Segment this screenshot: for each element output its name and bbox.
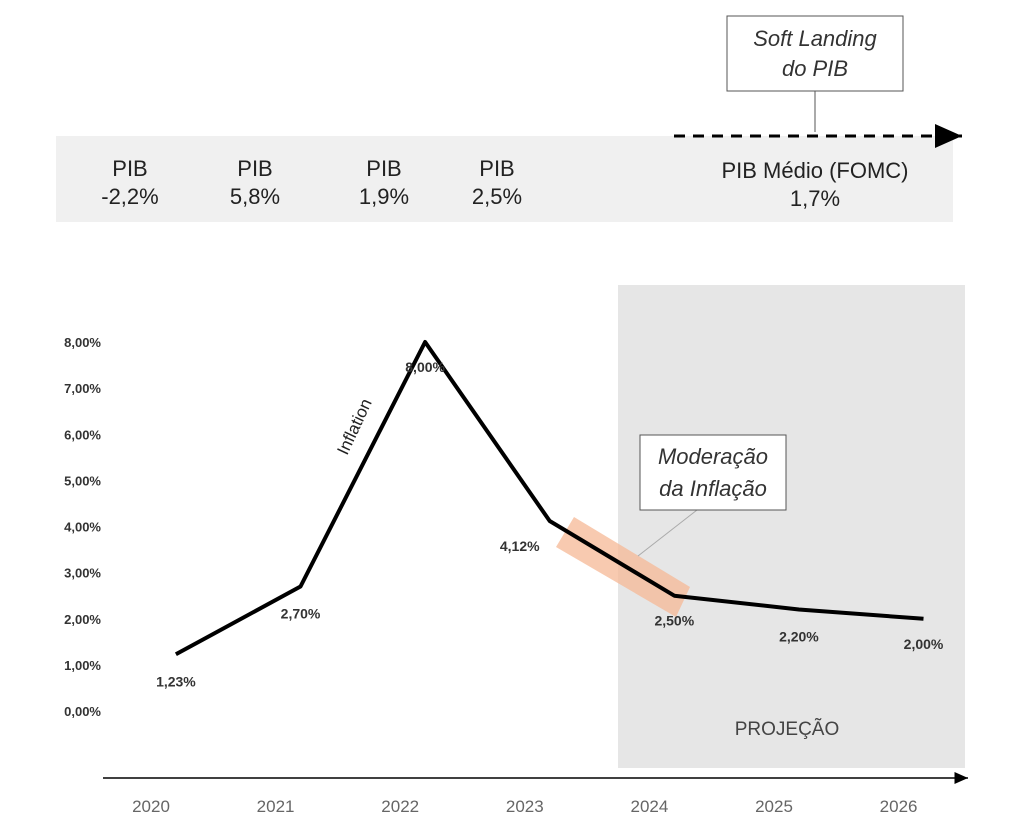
y-tick-label: 4,00% <box>64 520 101 535</box>
x-tick-label: 2025 <box>755 797 793 816</box>
soft-landing-line-1: Soft Landing <box>753 26 877 51</box>
data-label: 2,20% <box>779 629 819 645</box>
y-axis: 0,00% 1,00% 2,00% 3,00% 4,00% 5,00% 6,00% 7,00%… <box>64 335 101 719</box>
y-tick-label: 3,00% <box>64 566 101 581</box>
data-label: 8,00% <box>405 359 445 375</box>
pib-item-2021: PIB 5,8% <box>230 156 280 209</box>
pib-item-fomc: PIB Médio (FOMC) 1,7% <box>721 158 908 211</box>
pib-value: 2,5% <box>472 184 522 209</box>
y-tick-label: 8,00% <box>64 335 101 350</box>
projection-area <box>618 285 965 768</box>
x-tick-label: 2021 <box>257 797 295 816</box>
moderation-line-2: da Inflação <box>659 476 767 501</box>
pib-item-2020: PIB -2,2% <box>101 156 158 209</box>
moderation-connector <box>637 509 698 557</box>
data-labels: 1,23% 2,70% 8,00% 4,12% 2,50% 2,20% 2,00% <box>156 359 944 689</box>
x-tick-label: 2026 <box>880 797 918 816</box>
y-tick-label: 0,00% <box>64 704 101 719</box>
y-tick-label: 7,00% <box>64 381 101 396</box>
data-label: 4,12% <box>500 538 540 554</box>
pib-value: 1,9% <box>359 184 409 209</box>
pib-value: -2,2% <box>101 184 158 209</box>
pib-item-2022: PIB 1,9% <box>359 156 409 209</box>
data-label: 2,50% <box>654 613 694 629</box>
data-label: 2,70% <box>281 605 321 621</box>
moderation-line-1: Moderação <box>658 444 768 469</box>
data-label: 2,00% <box>904 636 944 652</box>
y-tick-label: 1,00% <box>64 658 101 673</box>
y-tick-label: 5,00% <box>64 473 101 488</box>
pib-item-2023: PIB 2,5% <box>472 156 522 209</box>
pib-band <box>56 136 953 222</box>
pib-value: 5,8% <box>230 184 280 209</box>
data-label: 1,23% <box>156 673 196 689</box>
y-tick-label: 6,00% <box>64 427 101 442</box>
moderation-callout: Moderação da Inflação <box>639 434 787 511</box>
pib-label: PIB <box>366 156 401 181</box>
pib-fomc-value: 1,7% <box>790 186 840 211</box>
soft-landing-line-2: do PIB <box>782 56 848 81</box>
pib-label: PIB <box>237 156 272 181</box>
x-tick-label: 2024 <box>630 797 668 816</box>
inflation-line <box>174 340 924 657</box>
x-tick-label: 2020 <box>132 797 170 816</box>
x-tick-label: 2022 <box>381 797 419 816</box>
x-axis: 2020 2021 2022 2023 2024 2025 2026 <box>132 797 917 816</box>
pib-fomc-label: PIB Médio (FOMC) <box>721 158 908 183</box>
soft-landing-callout: Soft Landing do PIB <box>726 15 904 92</box>
projection-label: PROJEÇÃO <box>735 718 840 740</box>
x-tick-label: 2023 <box>506 797 544 816</box>
pib-label: PIB <box>479 156 514 181</box>
pib-label: PIB <box>112 156 147 181</box>
y-tick-label: 2,00% <box>64 612 101 627</box>
